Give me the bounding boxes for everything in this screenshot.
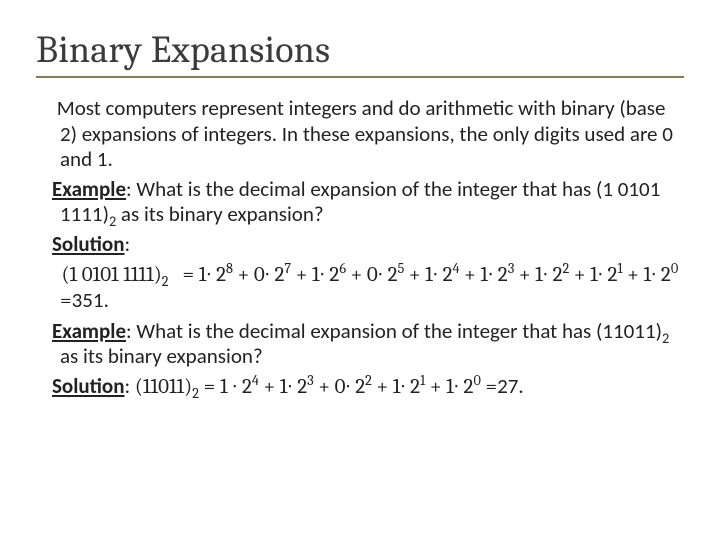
solution2-line: Solution: (11011)2 = 1 ∙ 24 + 1∙ 23 + 0∙… bbox=[36, 374, 684, 401]
slide: Binary Expansions Most computers represe… bbox=[0, 0, 720, 540]
intro-paragraph: Most computers represent integers and do… bbox=[36, 96, 684, 173]
solution2-period: . bbox=[518, 373, 523, 399]
solution2-eq: = bbox=[204, 375, 220, 399]
solution2-result: 27 bbox=[497, 373, 518, 399]
solution2-sub: 2 bbox=[192, 385, 199, 402]
solution1-period: . bbox=[104, 287, 109, 313]
solution1-label-line: Solution: bbox=[36, 232, 684, 258]
example2-text: : What is the decimal expansion of the i… bbox=[126, 318, 662, 344]
solution1-eq: = bbox=[173, 263, 199, 287]
example1: Example: What is the decimal expansion o… bbox=[36, 177, 684, 228]
example1-tail: as its binary expansion? bbox=[116, 201, 323, 227]
slide-body: Most computers represent integers and do… bbox=[36, 96, 684, 401]
solution1-expression: (1 0101 1111)2 = 1∙ 28 + 0∙ 27 + 1∙ 26 +… bbox=[36, 262, 684, 315]
solution2-equals: = bbox=[485, 375, 497, 399]
solution1-terms: 1∙ 28 + 0∙ 27 + 1∙ 26 + 0∙ 25 + 1∙ 24 + … bbox=[199, 263, 679, 287]
solution2-terms: 1 ∙ 24 + 1∙ 23 + 0∙ 22 + 1∙ 21 + 1∙ 20 bbox=[220, 375, 486, 399]
solution1-label: Solution bbox=[52, 231, 125, 257]
solution1-equals: = bbox=[60, 289, 72, 313]
example2-label: Example bbox=[52, 318, 126, 344]
example2-sub: 2 bbox=[662, 329, 669, 347]
intro-text: Most computers represent integers and do… bbox=[57, 95, 673, 172]
solution1-result: 351 bbox=[72, 287, 104, 313]
solution1-prefix: (1 0101 1111) bbox=[62, 263, 162, 287]
page-title: Binary Expansions bbox=[36, 28, 684, 72]
title-rule bbox=[36, 76, 684, 78]
solution2-label: Solution bbox=[52, 373, 125, 399]
example2: Example: What is the decimal expansion o… bbox=[36, 319, 684, 370]
solution2-colon: : bbox=[125, 373, 135, 399]
solution1-colon: : bbox=[125, 231, 131, 257]
solution2-prefix: (11011) bbox=[135, 375, 192, 399]
solution1-sub: 2 bbox=[162, 273, 169, 290]
example2-tail: as its binary expansion? bbox=[60, 343, 263, 369]
example1-label: Example bbox=[52, 176, 126, 202]
